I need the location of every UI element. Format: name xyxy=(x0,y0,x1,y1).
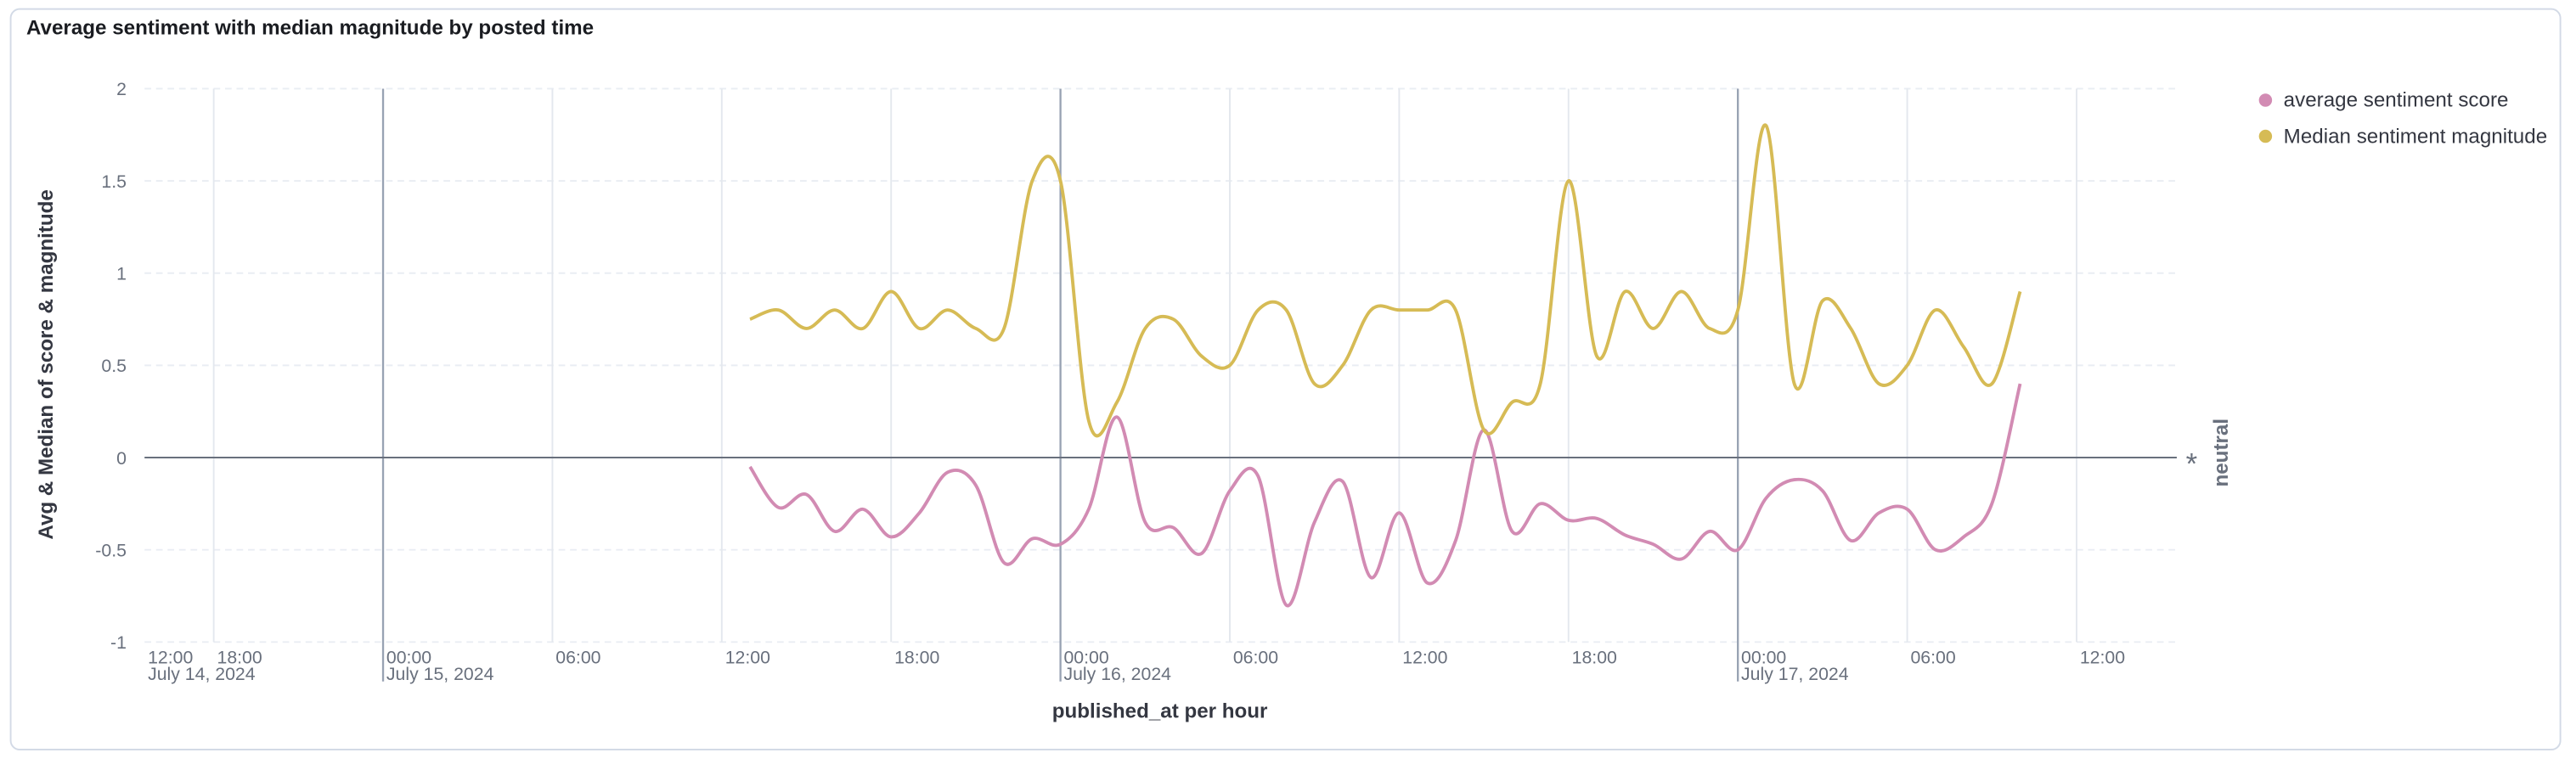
x-tick-label: 00:00 xyxy=(386,647,431,667)
series-line xyxy=(749,123,2022,438)
x-tick-date-label: July 14, 2024 xyxy=(148,664,256,684)
x-tick-label: 06:00 xyxy=(1910,647,1955,667)
legend: average sentiment score Median sentiment … xyxy=(2258,87,2553,160)
legend-item[interactable]: average sentiment score xyxy=(2258,87,2553,114)
y-tick-label: 1.5 xyxy=(101,171,127,192)
x-tick-label: 18:00 xyxy=(894,647,939,667)
y-tick-label: 0 xyxy=(116,448,127,469)
x-tick-label: 00:00 xyxy=(1063,647,1108,667)
x-tick-label: 18:00 xyxy=(1572,647,1617,667)
x-tick-date-label: July 17, 2024 xyxy=(1741,664,1849,684)
x-tick-label: 18:00 xyxy=(217,647,262,667)
y-tick-label: 1 xyxy=(116,263,127,284)
y-tick-label: 0.5 xyxy=(101,356,127,376)
x-tick-label: 12:00 xyxy=(148,647,193,667)
x-tick-label: 06:00 xyxy=(555,647,600,667)
x-axis-title: published_at per hour xyxy=(1052,699,1268,722)
x-tick-label: 12:00 xyxy=(2080,647,2125,667)
legend-label: Median sentiment magnitude xyxy=(2283,125,2548,149)
legend-swatch xyxy=(2258,93,2273,107)
x-tick-date-label: July 15, 2024 xyxy=(386,664,494,684)
x-tick-date-label: July 16, 2024 xyxy=(1063,664,1171,684)
reference-marker: * xyxy=(2186,447,2198,480)
panel xyxy=(9,8,2562,750)
y-tick-label: -1 xyxy=(110,632,127,653)
y-tick-label: -0.5 xyxy=(95,540,127,560)
legend-item[interactable]: Median sentiment magnitude xyxy=(2258,123,2553,149)
x-tick-label: 00:00 xyxy=(1741,647,1786,667)
chart-title: Average sentiment with median magnitude … xyxy=(25,16,595,40)
x-tick-label: 12:00 xyxy=(1402,647,1447,667)
legend-swatch xyxy=(2258,129,2273,143)
series-line xyxy=(748,383,2022,608)
legend-label: average sentiment score xyxy=(2283,88,2509,112)
x-tick-label: 06:00 xyxy=(1233,647,1278,667)
y-axis-title: Avg & Median of score & magnitude xyxy=(35,189,58,540)
reference-label: neutral xyxy=(2210,419,2233,487)
x-tick-label: 12:00 xyxy=(725,647,770,667)
y-tick-label: 2 xyxy=(116,79,127,99)
